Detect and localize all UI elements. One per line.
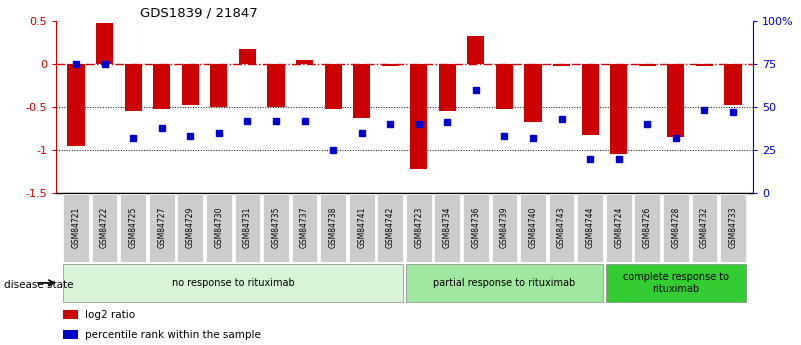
FancyBboxPatch shape: [149, 194, 175, 262]
FancyBboxPatch shape: [178, 194, 203, 262]
FancyBboxPatch shape: [235, 194, 260, 262]
Text: GSM84738: GSM84738: [328, 207, 337, 248]
Text: GSM84736: GSM84736: [472, 207, 481, 248]
Text: GSM84729: GSM84729: [186, 207, 195, 248]
FancyBboxPatch shape: [92, 194, 118, 262]
Text: GSM84741: GSM84741: [357, 207, 366, 248]
Bar: [496, 64, 513, 109]
FancyBboxPatch shape: [463, 194, 489, 262]
Bar: [353, 64, 370, 118]
FancyBboxPatch shape: [663, 194, 689, 262]
FancyBboxPatch shape: [606, 264, 746, 302]
FancyBboxPatch shape: [606, 194, 631, 262]
Text: GSM84731: GSM84731: [243, 207, 252, 248]
FancyBboxPatch shape: [348, 194, 375, 262]
Text: GSM84732: GSM84732: [700, 207, 709, 248]
FancyBboxPatch shape: [520, 194, 545, 262]
Text: GSM84740: GSM84740: [529, 207, 537, 248]
FancyBboxPatch shape: [549, 194, 574, 262]
Text: GSM84737: GSM84737: [300, 207, 309, 248]
Bar: [67, 64, 85, 146]
FancyBboxPatch shape: [406, 264, 603, 302]
Text: GSM84743: GSM84743: [557, 207, 566, 248]
FancyBboxPatch shape: [292, 194, 317, 262]
Text: log2 ratio: log2 ratio: [86, 310, 135, 320]
Bar: [582, 64, 598, 135]
FancyBboxPatch shape: [63, 264, 403, 302]
Bar: [63, 330, 78, 339]
FancyBboxPatch shape: [377, 194, 403, 262]
Text: disease state: disease state: [4, 280, 74, 289]
Bar: [724, 64, 742, 105]
Text: GSM84723: GSM84723: [414, 207, 423, 248]
Bar: [153, 64, 171, 109]
FancyBboxPatch shape: [634, 194, 660, 262]
FancyBboxPatch shape: [264, 194, 289, 262]
FancyBboxPatch shape: [206, 194, 231, 262]
Text: partial response to rituximab: partial response to rituximab: [433, 278, 576, 288]
FancyBboxPatch shape: [320, 194, 346, 262]
Text: GSM84733: GSM84733: [728, 207, 738, 248]
Bar: [667, 64, 684, 137]
Bar: [410, 64, 428, 169]
Bar: [211, 64, 227, 107]
Bar: [467, 36, 485, 64]
Text: GSM84728: GSM84728: [671, 207, 680, 248]
Bar: [696, 64, 713, 66]
Text: GSM84739: GSM84739: [500, 207, 509, 248]
Text: GSM84725: GSM84725: [129, 207, 138, 248]
FancyBboxPatch shape: [691, 194, 717, 262]
Text: GSM84744: GSM84744: [586, 207, 594, 248]
Bar: [525, 64, 541, 122]
FancyBboxPatch shape: [63, 194, 89, 262]
Bar: [296, 60, 313, 64]
Bar: [239, 49, 256, 64]
FancyBboxPatch shape: [434, 194, 461, 262]
Text: GSM84726: GSM84726: [642, 207, 652, 248]
Text: GSM84721: GSM84721: [71, 207, 81, 248]
Bar: [610, 64, 627, 155]
Text: GSM84722: GSM84722: [100, 207, 109, 248]
Text: GDS1839 / 21847: GDS1839 / 21847: [139, 7, 257, 20]
Bar: [381, 64, 399, 66]
Bar: [439, 64, 456, 111]
FancyBboxPatch shape: [720, 194, 746, 262]
Bar: [638, 64, 656, 66]
Text: GSM84727: GSM84727: [157, 207, 167, 248]
Bar: [553, 64, 570, 66]
Text: no response to rituximab: no response to rituximab: [171, 278, 295, 288]
FancyBboxPatch shape: [492, 194, 517, 262]
Bar: [324, 64, 342, 109]
Bar: [96, 23, 113, 64]
Bar: [268, 64, 284, 107]
Bar: [125, 64, 142, 111]
FancyBboxPatch shape: [578, 194, 603, 262]
Text: complete response to
rituximab: complete response to rituximab: [623, 272, 729, 294]
FancyBboxPatch shape: [120, 194, 146, 262]
Bar: [63, 310, 78, 319]
Text: GSM84730: GSM84730: [215, 207, 223, 248]
Text: percentile rank within the sample: percentile rank within the sample: [86, 330, 261, 339]
Text: GSM84742: GSM84742: [386, 207, 395, 248]
Text: GSM84724: GSM84724: [614, 207, 623, 248]
Text: GSM84734: GSM84734: [443, 207, 452, 248]
FancyBboxPatch shape: [406, 194, 432, 262]
Bar: [182, 64, 199, 105]
Text: GSM84735: GSM84735: [272, 207, 280, 248]
